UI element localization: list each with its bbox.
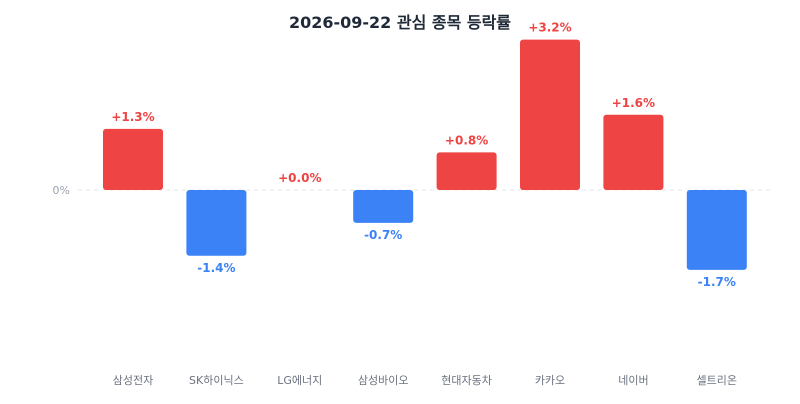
category-label-4: 현대자동차 <box>441 374 492 387</box>
value-label-2: +0.0% <box>278 171 321 185</box>
category-label-3: 삼성바이오 <box>358 374 409 387</box>
category-label-2: LG에너지 <box>277 374 322 387</box>
value-label-1: -1.4% <box>197 261 235 275</box>
value-label-6: +1.6% <box>612 96 655 110</box>
bar-5[interactable] <box>520 39 580 190</box>
bar-1[interactable] <box>186 190 247 256</box>
zero-axis-label: 0% <box>53 184 70 197</box>
value-label-4: +0.8% <box>445 133 488 147</box>
bar-3[interactable] <box>353 190 414 223</box>
bar-7[interactable] <box>686 190 747 270</box>
category-label-0: 삼성전자 <box>113 374 153 387</box>
bar-0[interactable] <box>103 128 163 190</box>
value-label-7: -1.7% <box>698 275 736 289</box>
chart-title: 2026-09-22 관심 종목 등락률 <box>289 13 511 32</box>
bar-4[interactable] <box>436 152 497 190</box>
category-label-6: 네이버 <box>618 374 648 387</box>
value-label-0: +1.3% <box>111 110 154 124</box>
value-label-5: +3.2% <box>528 21 571 35</box>
category-label-7: 셀트리온 <box>697 374 737 387</box>
value-labels-group: +1.3% -1.4% +0.0% -0.7% +0.8% +3.2% +1.6% -1.7% <box>111 21 736 289</box>
bars-group <box>103 39 747 270</box>
category-labels-group: 삼성전자 SK하이닉스 LG에너지 삼성바이오 현대자동차 카카오 네이버 셀트리온 <box>113 373 737 387</box>
value-label-3: -0.7% <box>364 228 402 242</box>
bar-6[interactable] <box>603 114 664 190</box>
category-label-5: 카카오 <box>535 374 565 387</box>
category-label-1: SK하이닉스 <box>189 373 244 387</box>
